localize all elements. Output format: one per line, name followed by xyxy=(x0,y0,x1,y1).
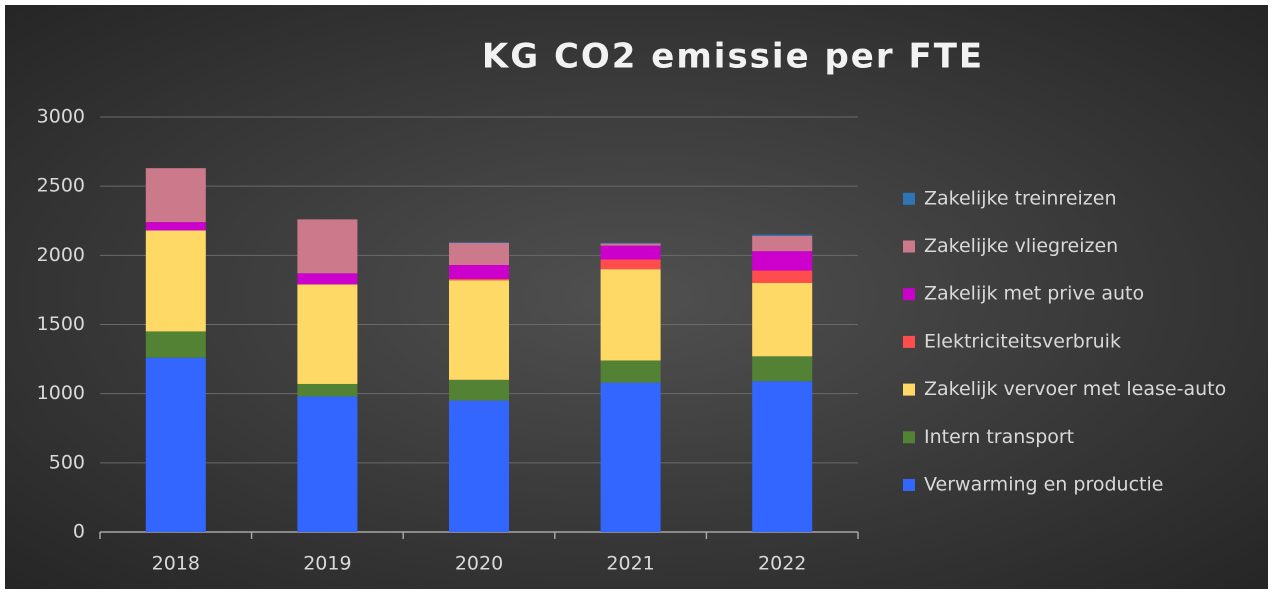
bar-segment xyxy=(145,230,206,332)
bar-segment xyxy=(449,265,509,279)
legend-label: Zakelijk met prive auto xyxy=(924,283,1144,305)
x-tick-label: 2021 xyxy=(606,553,654,575)
bar-segment xyxy=(145,168,206,223)
bar-segment xyxy=(145,331,206,358)
x-tick-label: 2020 xyxy=(455,553,503,575)
bar-segment xyxy=(297,284,358,384)
bar-segment xyxy=(297,396,358,532)
y-tick-label: 500 xyxy=(49,451,85,473)
legend-swatch xyxy=(903,383,915,396)
bar-segment xyxy=(600,259,661,270)
bar-segment xyxy=(752,270,813,283)
bar-segment xyxy=(752,283,813,357)
bar-segment xyxy=(449,242,509,243)
bar-segment xyxy=(297,383,358,397)
legend-label: Zakelijke treinreizen xyxy=(924,187,1117,209)
legend-swatch xyxy=(903,479,915,491)
y-tick-label: 2000 xyxy=(37,244,85,266)
legend-label: Zakelijke vliegreizen xyxy=(924,235,1118,257)
bar-segment xyxy=(752,356,813,382)
chart-title: KG CO2 emissie per FTE xyxy=(482,37,984,77)
bar-segment xyxy=(600,382,661,532)
bar-segment xyxy=(600,360,661,383)
legend-swatch xyxy=(903,288,915,301)
legend-label: Verwarming en productie xyxy=(924,474,1163,496)
legend-label: Intern transport xyxy=(924,426,1074,448)
bar-segment xyxy=(752,251,813,271)
y-tick-label: 1500 xyxy=(37,313,85,335)
legend-swatch xyxy=(903,431,915,444)
y-tick-label: 2500 xyxy=(37,175,85,197)
bar-segment xyxy=(449,280,509,380)
bar-segment xyxy=(297,219,358,274)
y-tick-label: 3000 xyxy=(37,106,85,128)
bar-segment xyxy=(145,357,206,532)
y-tick-label: 1000 xyxy=(37,382,85,404)
bar-segment xyxy=(145,222,206,231)
y-tick-label: 0 xyxy=(73,521,85,543)
bar-segment xyxy=(600,245,661,260)
x-tick-label: 2022 xyxy=(758,553,806,575)
bar-segment xyxy=(449,278,509,281)
legend-swatch xyxy=(903,240,915,253)
bar-segment xyxy=(600,269,661,361)
bar-segment xyxy=(449,400,509,532)
bar-segment xyxy=(752,235,813,252)
legend-swatch xyxy=(903,192,915,205)
bar-segment xyxy=(752,381,813,532)
x-tick-label: 2018 xyxy=(152,553,200,575)
bar-segment xyxy=(297,273,358,285)
legend-swatch xyxy=(903,335,915,348)
bar-segment xyxy=(449,379,509,401)
bar-segment xyxy=(449,242,509,266)
x-tick-label: 2019 xyxy=(303,553,351,575)
legend-label: Zakelijk vervoer met lease-auto xyxy=(924,378,1226,400)
bar-segment xyxy=(600,243,661,246)
bar-segment xyxy=(600,242,661,244)
bar-segment xyxy=(752,234,813,236)
legend-label: Elektriciteitsverbruik xyxy=(924,330,1121,352)
